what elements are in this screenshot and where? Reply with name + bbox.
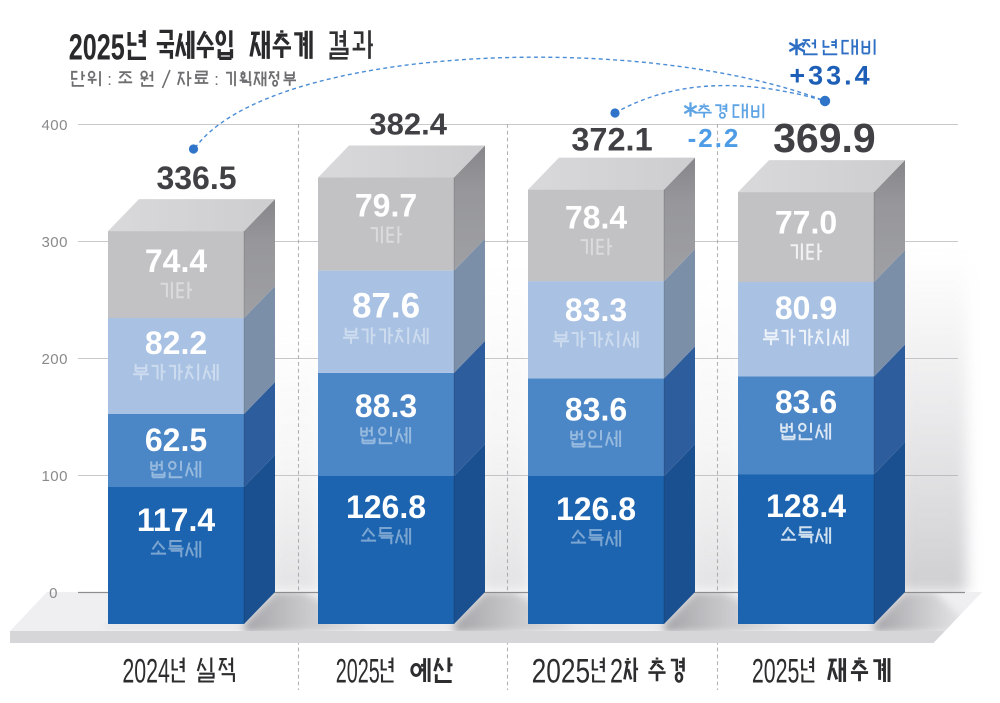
svg-text:382.4: 382.4 <box>369 107 447 142</box>
svg-text:79.7: 79.7 <box>355 188 417 224</box>
svg-text:126.8: 126.8 <box>556 491 636 527</box>
svg-text:2025: 2025 <box>532 653 591 691</box>
svg-text:83.6: 83.6 <box>775 384 837 420</box>
svg-text:0: 0 <box>49 585 58 602</box>
svg-text:87.6: 87.6 <box>352 287 420 326</box>
svg-text:2025: 2025 <box>336 653 380 691</box>
svg-text:88.3: 88.3 <box>355 388 417 424</box>
svg-text:83.6: 83.6 <box>565 391 627 427</box>
svg-text::: : <box>107 71 112 89</box>
svg-text:126.8: 126.8 <box>346 489 426 525</box>
svg-text:74.4: 74.4 <box>145 243 207 279</box>
svg-text:100: 100 <box>41 468 68 485</box>
svg-text:82.2: 82.2 <box>145 325 207 361</box>
svg-text:78.4: 78.4 <box>565 200 627 236</box>
svg-text:2: 2 <box>610 653 623 691</box>
svg-text:80.9: 80.9 <box>775 290 837 326</box>
svg-text::: : <box>214 71 219 89</box>
svg-text:369.9: 369.9 <box>773 115 876 161</box>
svg-text:300: 300 <box>41 234 68 251</box>
svg-text:-2.2: -2.2 <box>688 123 741 153</box>
svg-text:62.5: 62.5 <box>145 422 207 458</box>
svg-text:400: 400 <box>41 117 68 134</box>
svg-text:2025: 2025 <box>752 653 800 691</box>
svg-text:128.4: 128.4 <box>766 488 846 524</box>
svg-text:117.4: 117.4 <box>137 502 216 538</box>
svg-text:336.5: 336.5 <box>156 160 236 196</box>
svg-text:200: 200 <box>41 351 68 368</box>
svg-text:2024: 2024 <box>122 653 169 691</box>
svg-text:2025: 2025 <box>69 27 125 68</box>
svg-text:+33.4: +33.4 <box>789 61 872 91</box>
svg-text:83.3: 83.3 <box>565 292 627 328</box>
svg-text:372.1: 372.1 <box>571 122 652 158</box>
svg-text:77.0: 77.0 <box>775 205 837 241</box>
